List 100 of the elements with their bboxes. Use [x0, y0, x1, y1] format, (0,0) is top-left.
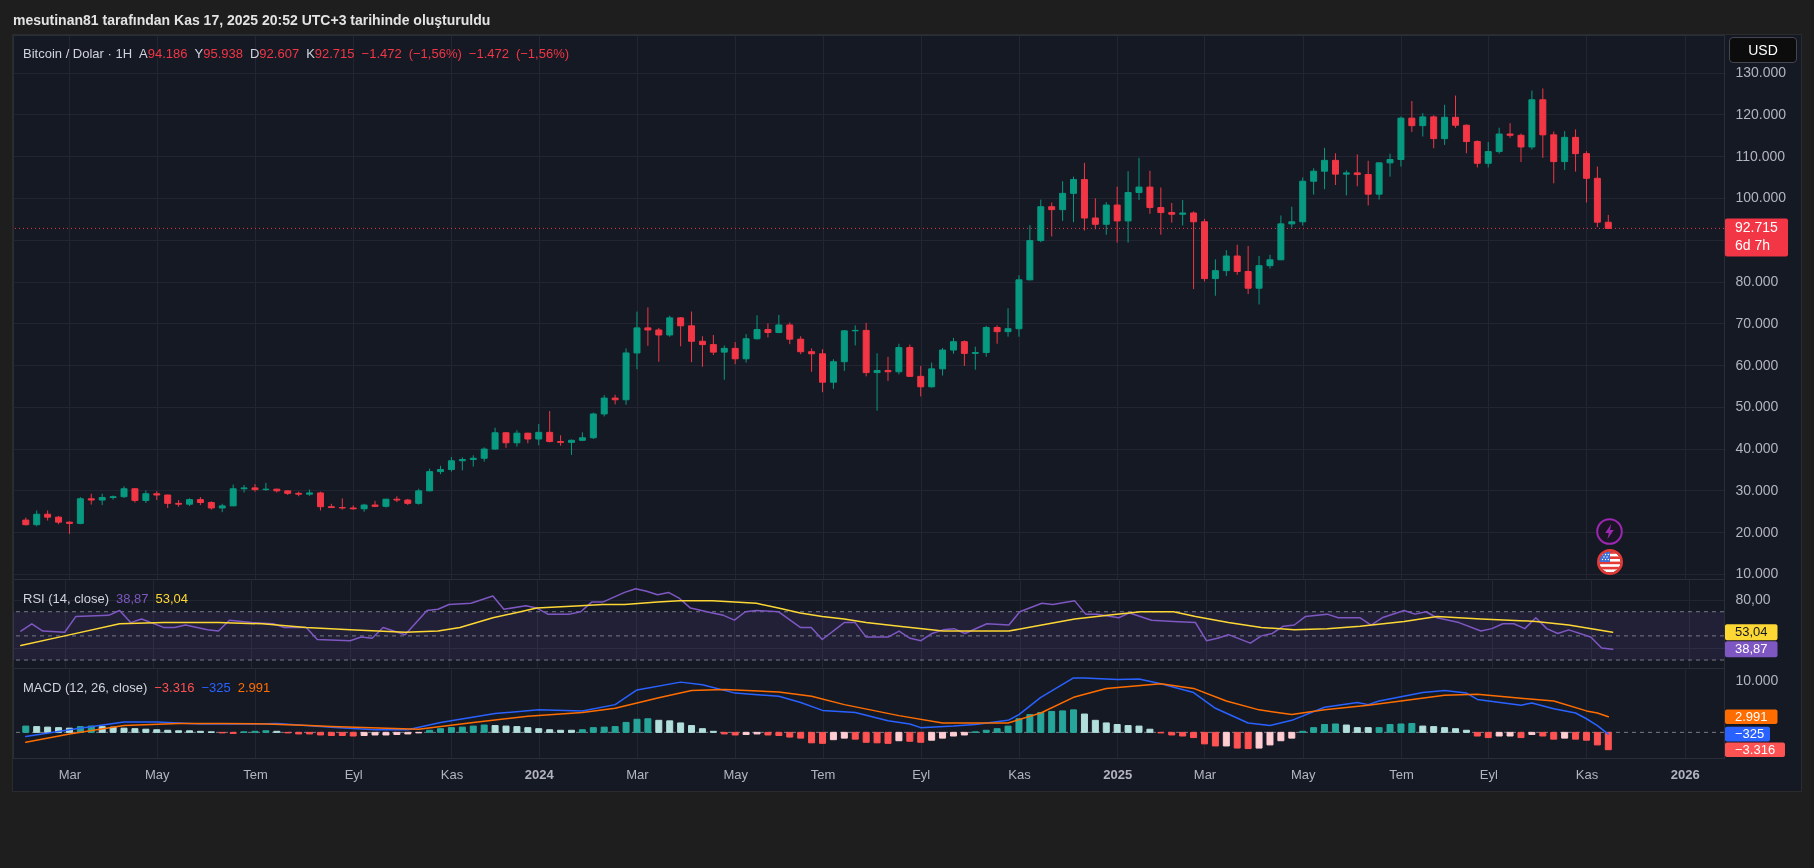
- bar: [164, 729, 172, 733]
- bar: [426, 729, 434, 733]
- bar: [698, 728, 706, 733]
- bar: [906, 731, 914, 742]
- bar: [742, 731, 750, 735]
- bar: [1604, 731, 1612, 751]
- bar: [1517, 731, 1525, 739]
- bar: [622, 721, 630, 733]
- candlestick: [709, 334, 717, 356]
- y-tick-label: 100.000: [1735, 189, 1787, 206]
- bar: [655, 719, 663, 733]
- x-tick-label: Kas: [1008, 766, 1032, 782]
- y-tick-label: 60.000: [1735, 356, 1779, 373]
- ref-line-label: 92.715: [1735, 219, 1779, 236]
- candlestick: [1342, 169, 1350, 196]
- bar: [1113, 724, 1121, 733]
- bar: [480, 724, 488, 733]
- bar: [458, 726, 466, 733]
- annotation: 53,04: [155, 591, 189, 606]
- bar: [1091, 719, 1099, 733]
- candlestick: [971, 346, 979, 371]
- bar: [1310, 727, 1318, 733]
- candlestick: [960, 339, 968, 367]
- candlestick: [731, 341, 739, 365]
- candlestick: [338, 497, 346, 511]
- candlestick: [240, 484, 248, 494]
- x-tick-label: May: [723, 766, 749, 782]
- candlestick: [1222, 249, 1230, 277]
- y-tick-label: 30.000: [1735, 481, 1779, 498]
- candlestick: [1233, 244, 1241, 276]
- bar: [524, 727, 532, 733]
- candlestick: [1517, 133, 1525, 163]
- bar: [1582, 731, 1590, 741]
- candlestick: [1146, 170, 1154, 215]
- bar: [1364, 727, 1372, 733]
- bar: [1233, 731, 1241, 749]
- bar: [1408, 722, 1416, 733]
- text: Bitcoin / Dolar · 1H: [23, 46, 133, 61]
- bar: [1528, 731, 1536, 735]
- bar: [1026, 714, 1034, 733]
- y-tick-label: 53,04: [1735, 624, 1768, 640]
- y-tick-label: 38,87: [1735, 641, 1768, 657]
- bar: [1266, 731, 1274, 746]
- candlestick: [1572, 128, 1580, 173]
- candlestick: [698, 335, 706, 368]
- bar: [819, 731, 827, 744]
- bar: [131, 728, 139, 733]
- bar: [22, 725, 30, 733]
- bar: [1288, 731, 1296, 739]
- candlestick: [1506, 122, 1514, 139]
- x-tick-label: Eyl: [1479, 766, 1498, 782]
- bar: [1593, 731, 1601, 746]
- bar: [1211, 731, 1219, 747]
- x-tick-label: May: [144, 766, 171, 782]
- bar: [349, 731, 357, 737]
- bar: [491, 725, 499, 733]
- bar: [731, 731, 739, 736]
- bar: [589, 727, 597, 733]
- bar: [1452, 728, 1460, 733]
- line-series: [25, 677, 1610, 738]
- x-tick-label: 2024: [524, 766, 555, 782]
- bar: [1342, 724, 1350, 733]
- candlestick: [1364, 160, 1372, 206]
- candlestick: [1004, 307, 1012, 338]
- bar: [1048, 710, 1056, 733]
- text: mesutinan81 tarafından Kas 17, 2025 20:52 UTC+3 tarihinde oluşturuldu: [13, 11, 491, 29]
- bar: [1277, 731, 1285, 742]
- bar: [644, 718, 652, 733]
- bar: [1080, 713, 1088, 733]
- bar: [1200, 731, 1208, 745]
- currency-button: USD: [1729, 37, 1797, 63]
- bar: [873, 731, 881, 744]
- candlestick: [928, 362, 936, 389]
- candlestick: [1386, 153, 1394, 178]
- bar: [1462, 729, 1470, 733]
- bar: [44, 726, 52, 733]
- bar: [666, 720, 674, 733]
- candlestick: [742, 333, 750, 364]
- y-tick-label: 2.991: [1735, 708, 1768, 724]
- bar: [1430, 726, 1438, 733]
- bar: [928, 731, 936, 741]
- y-tick-label: 20.000: [1735, 523, 1779, 540]
- bar: [1124, 725, 1132, 733]
- bar: [1004, 725, 1012, 733]
- bar: [917, 731, 925, 743]
- bar: [786, 731, 794, 738]
- line-series: [20, 588, 1614, 651]
- candlestick: [393, 495, 401, 503]
- candlestick: [1266, 254, 1274, 270]
- candlestick: [1473, 139, 1481, 168]
- candlestick: [720, 344, 728, 381]
- bar: [1135, 725, 1143, 733]
- candlestick: [873, 352, 881, 412]
- bar: [939, 731, 947, 739]
- candlestick: [611, 394, 619, 405]
- bar: [764, 731, 772, 736]
- bar: [1375, 727, 1383, 733]
- candlestick: [1321, 147, 1329, 190]
- bar: [1037, 711, 1045, 733]
- bar: [1550, 731, 1558, 740]
